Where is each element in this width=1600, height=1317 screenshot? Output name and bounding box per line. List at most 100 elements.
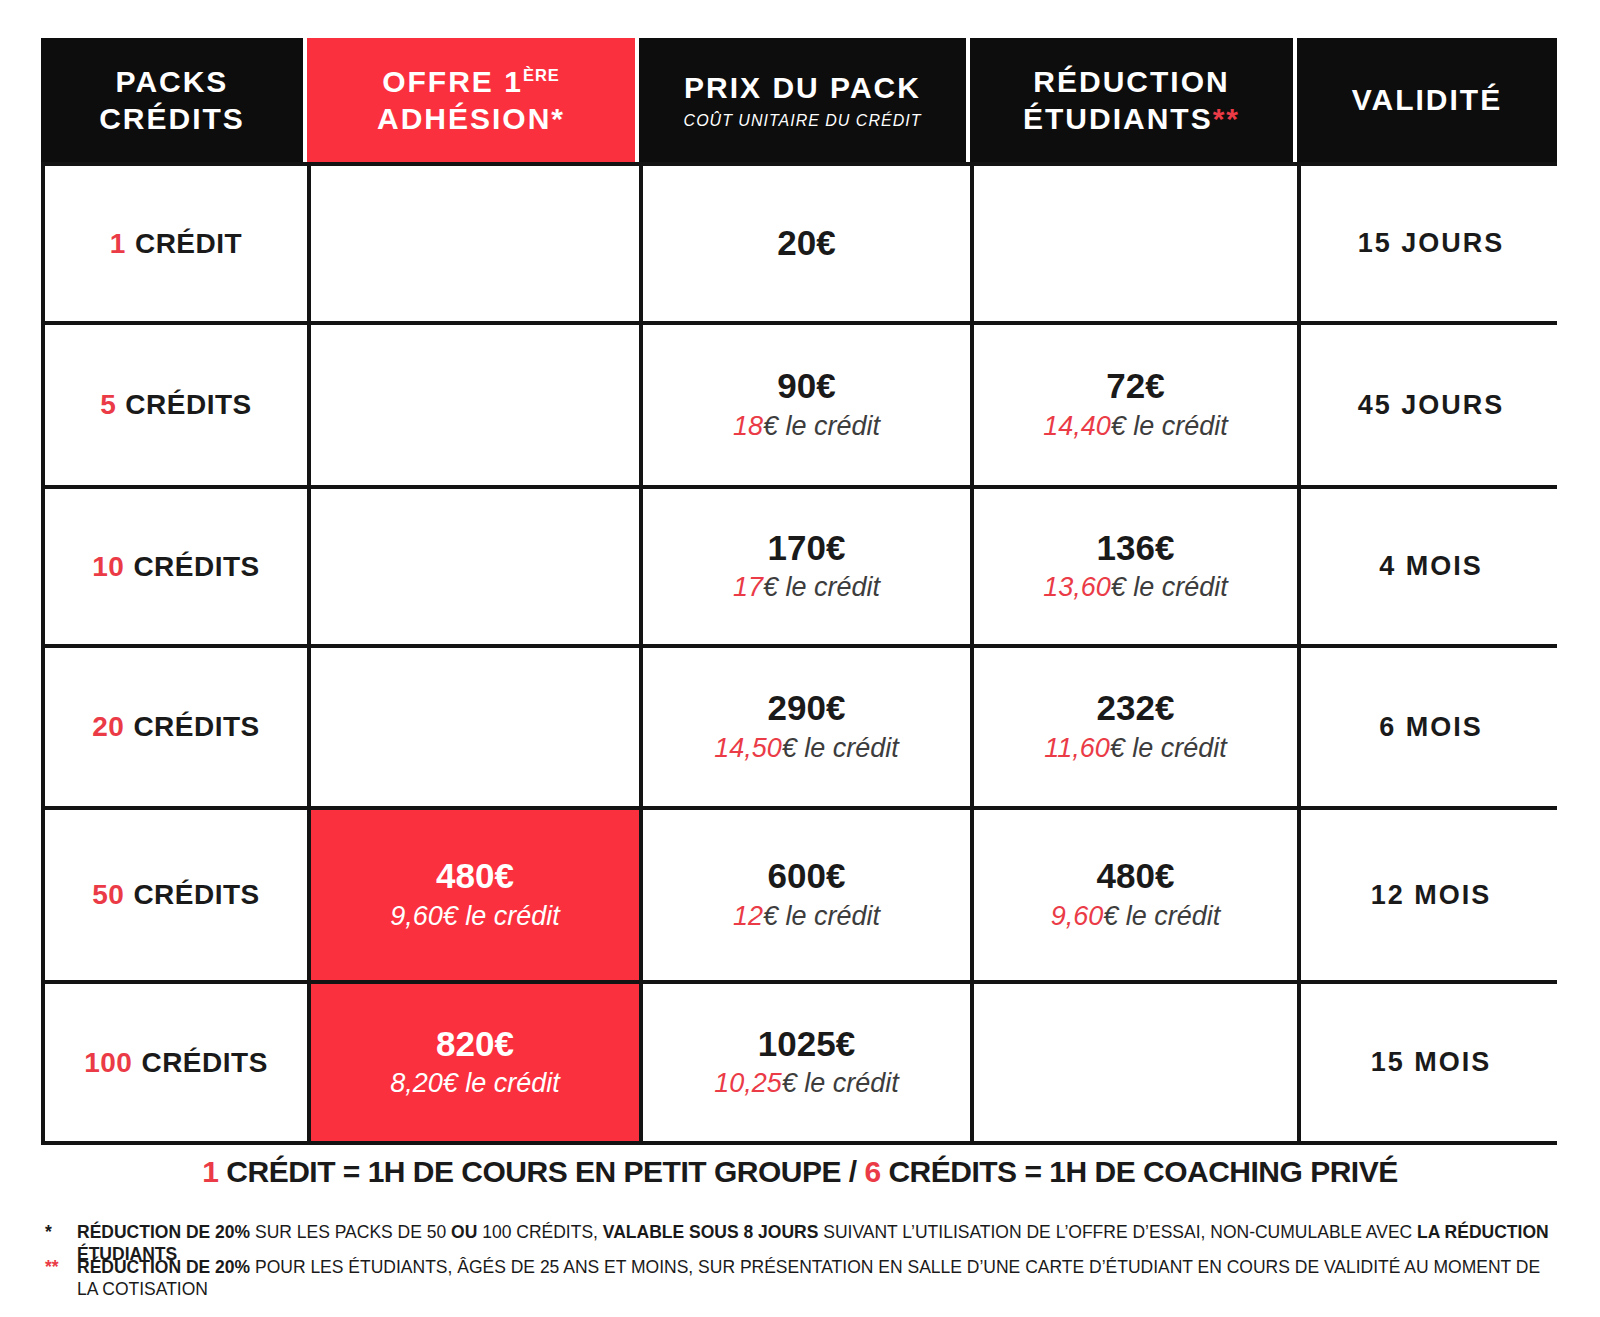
offre-cell-empty [311,166,639,321]
header-reduction-stars: ** [1213,102,1240,135]
unit-price: 14,40€ le crédit [1043,409,1228,444]
header-prix-title: PRIX DU PACK [684,69,921,107]
student-price: 232€ [1097,688,1175,728]
validite-cell: 15 JOURS [1301,166,1561,321]
footnote-regular: SUR LES PACKS DE 50 [250,1222,451,1242]
unit-price-suffix: € le crédit [763,411,880,441]
header-offre-adhesion: OFFRE 1ÈRE ADHÉSION* [307,38,635,162]
legend-text-2: CRÉDITS = 1H DE COACHING PRIVÉ [881,1155,1398,1188]
prix-cell: 290€ 14,50€ le crédit [643,648,970,806]
offre-cell-empty [311,648,639,806]
offer-price: 820€ [436,1024,514,1064]
offre-cell-highlight: 480€ 9,60€ le crédit [311,810,639,980]
unit-price: 12€ le crédit [733,899,880,934]
header-reduction-line2: ÉTUDIANTS** [1023,100,1240,138]
pack-word: CRÉDITS [133,879,259,910]
header-validite-label: VALIDITÉ [1352,81,1502,119]
pack-price: 90€ [777,366,835,406]
legend-text-1: CRÉDIT = 1H DE COURS EN PETIT GROUPE / [218,1155,864,1188]
student-price: 136€ [1097,528,1175,568]
validite-cell: 12 MOIS [1301,810,1561,980]
footnote-bold: RÉDUCTION DE 20% [77,1257,250,1277]
unit-price-number: 17 [733,572,763,602]
unit-price-suffix: € le crédit [1111,572,1228,602]
reduction-cell: 72€ 14,40€ le crédit [974,325,1297,485]
unit-price-suffix: € le crédit [782,1068,899,1098]
unit-price-number: 14,50 [714,733,782,763]
pack-word: CRÉDITS [133,711,259,742]
pack-word: CRÉDITS [141,1047,267,1078]
unit-price: 11,60€ le crédit [1044,731,1227,766]
asterisk: * [45,1222,77,1244]
pack-count: 20 [92,711,124,742]
unit-price: 17€ le crédit [733,570,880,605]
pack-label: 10CRÉDITS [92,551,260,583]
pack-cell-100credits: 100 CRÉDITS [45,984,307,1141]
unit-price-number: 14,40 [1043,411,1111,441]
prix-cell: 20€ [643,166,970,321]
header-packs-line2: CRÉDITS [99,100,245,138]
unit-price-number: 10,25 [714,1068,782,1098]
pricing-table: PACKS CRÉDITS OFFRE 1ÈRE ADHÉSION* PRIX … [41,38,1557,1145]
unit-price-number: 12 [733,901,763,931]
unit-price: 8,20€ le crédit [390,1066,560,1101]
table-body: 1CRÉDIT 20€ 15 JOURS 5CRÉDITS 90€ 18€ le… [41,162,1557,1145]
pricing-poster: PACKS CRÉDITS OFFRE 1ÈRE ADHÉSION* PRIX … [0,0,1600,1317]
pack-count: 50 [92,879,124,910]
pack-price: 290€ [768,688,846,728]
unit-price: 14,50€ le crédit [714,731,899,766]
validity-value: 12 MOIS [1371,880,1492,911]
pack-price: 1025€ [758,1024,855,1064]
unit-price: 10,25€ le crédit [714,1066,899,1101]
unit-price-number: 13,60 [1043,572,1111,602]
offre-cell-empty [311,325,639,485]
header-prix-subtitle: COÛT UNITAIRE DU CRÉDIT [684,111,922,131]
validite-cell: 15 MOIS [1301,984,1561,1141]
footnote-bold: RÉDUCTION DE 20% [77,1222,250,1242]
unit-price-suffix: € le crédit [1103,901,1220,931]
footnote-text: RÉDUCTION DE 20% POUR LES ÉTUDIANTS, ÂGÉ… [77,1257,1565,1301]
validite-cell: 45 JOURS [1301,325,1561,485]
pack-price: 600€ [768,856,846,896]
unit-price-suffix: € le crédit [1110,733,1227,763]
header-packs-credits: PACKS CRÉDITS [41,38,303,162]
unit-price-suffix: € le crédit [782,733,899,763]
header-reduction-line1: RÉDUCTION [1033,63,1229,101]
validity-value: 15 MOIS [1371,1047,1492,1078]
prix-cell: 1025€ 10,25€ le crédit [643,984,970,1141]
footnote-regular: SUIVANT L’UTILISATION DE L’OFFRE D’ESSAI… [818,1222,1417,1242]
pack-cell-1credit: 1CRÉDIT [45,166,307,321]
unit-price-suffix: € le crédit [1111,411,1228,441]
unit-price: 9,60€ le crédit [390,899,560,934]
footnote-etudiants: ** RÉDUCTION DE 20% POUR LES ÉTUDIANTS, … [45,1257,1565,1301]
pack-price: 20€ [777,223,835,263]
unit-price: 18€ le crédit [733,409,880,444]
footnote-regular: POUR LES ÉTUDIANTS, ÂGÉS DE 25 ANS ET MO… [77,1257,1540,1299]
validity-value: 4 MOIS [1379,551,1483,582]
student-price: 72€ [1106,366,1164,406]
unit-price-text: 8,20€ le crédit [390,1068,560,1098]
header-offre-sup: ÈRE [523,66,560,84]
offre-cell-empty [311,489,639,644]
prix-cell: 170€ 17€ le crédit [643,489,970,644]
unit-price: 13,60€ le crédit [1043,570,1228,605]
double-asterisk: ** [45,1257,77,1279]
unit-price-suffix: € le crédit [763,901,880,931]
validity-value: 45 JOURS [1358,390,1505,421]
pack-price: 170€ [768,528,846,568]
header-offre-line1: OFFRE 1ÈRE [382,63,560,101]
header-validite: VALIDITÉ [1297,38,1557,162]
credit-legend: 1 CRÉDIT = 1H DE COURS EN PETIT GROUPE /… [0,1155,1600,1189]
pack-count: 100 [84,1047,132,1078]
pack-cell-50credits: 50 CRÉDITS [45,810,307,980]
unit-price: 9,60€ le crédit [1051,899,1221,934]
unit-price-text: 9,60€ le crédit [390,901,560,931]
table-header-row: PACKS CRÉDITS OFFRE 1ÈRE ADHÉSION* PRIX … [41,38,1557,162]
reduction-cell-empty [974,166,1297,321]
unit-price-number: 11,60 [1044,733,1110,763]
pack-label: 5CRÉDITS [100,389,251,421]
footnote-regular: 100 CRÉDITS, [477,1222,602,1242]
legend-number-6: 6 [864,1155,880,1188]
pack-label: 20 CRÉDITS [92,711,260,743]
pack-count: 5 [100,389,116,420]
